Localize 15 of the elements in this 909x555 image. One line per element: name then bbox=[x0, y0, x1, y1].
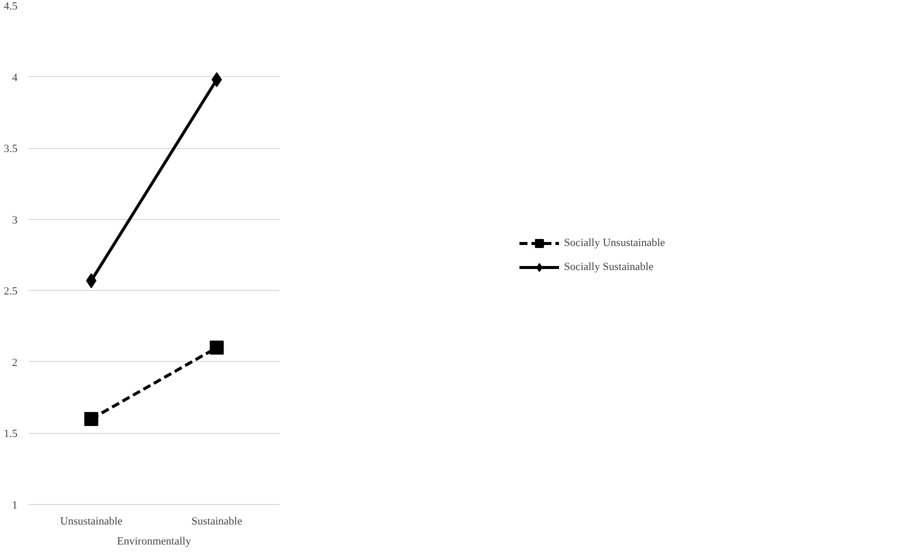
y-tick-label: 3 bbox=[12, 214, 18, 226]
point bbox=[84, 412, 98, 426]
y-tick-label: 2 bbox=[12, 356, 18, 369]
legend-label: Socially Sustainable bbox=[564, 260, 654, 272]
y-tick-label: 4 bbox=[12, 72, 18, 84]
x-tick-label: Unsustainable bbox=[60, 516, 123, 528]
y-tick-label: 1.5 bbox=[4, 428, 18, 440]
y-tick-label: 2.5 bbox=[4, 286, 18, 298]
x-axis-title: Environmentally bbox=[117, 536, 192, 548]
y-tick-label: 1 bbox=[12, 500, 18, 512]
x-tick-label: Sustainable bbox=[191, 516, 242, 528]
legend-label: Socially Unsustainable bbox=[564, 236, 666, 248]
y-tick-label: 4.5 bbox=[4, 0, 18, 12]
y-tick-label: 3.5 bbox=[4, 143, 18, 156]
point bbox=[210, 340, 224, 355]
